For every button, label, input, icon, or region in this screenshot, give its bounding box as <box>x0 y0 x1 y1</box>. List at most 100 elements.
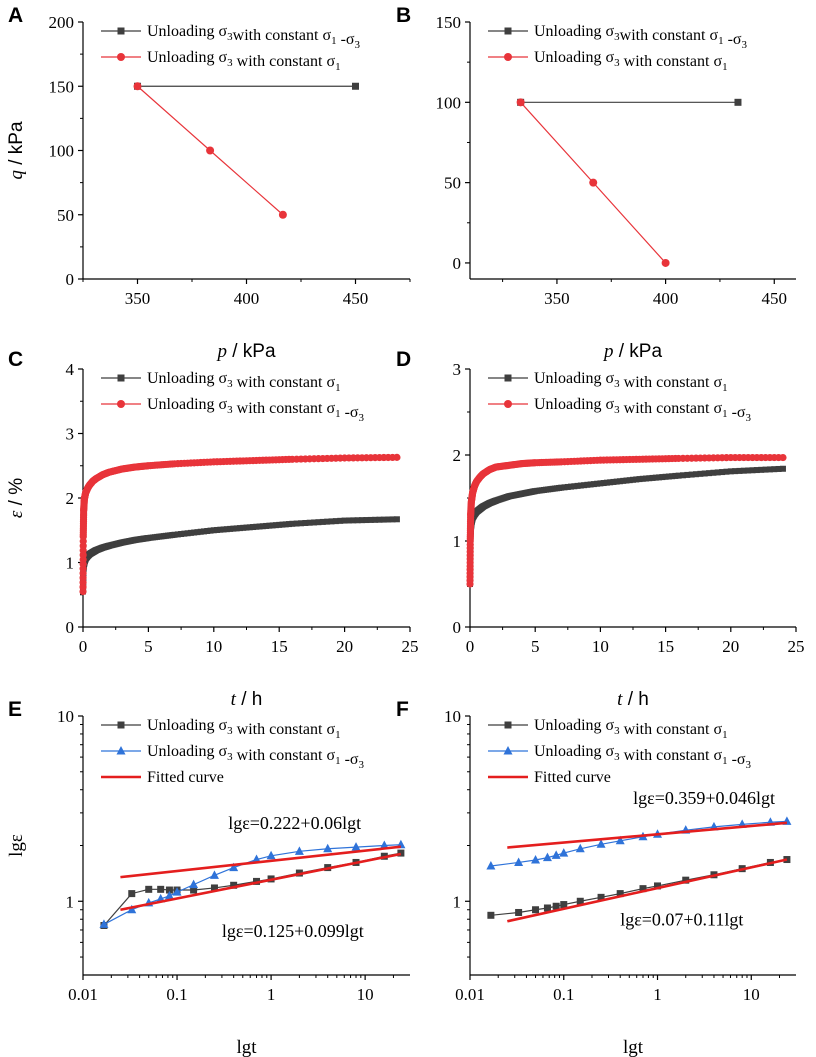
data-point <box>714 469 721 476</box>
data-point <box>174 531 181 538</box>
y-tick-label: 10 <box>444 707 461 726</box>
data-point <box>389 516 396 523</box>
y-tick-label: 0 <box>66 618 75 637</box>
y-axis-label: q / kPa <box>6 121 27 180</box>
x-tick-label: 0.01 <box>68 985 98 1004</box>
y-tick-label: 100 <box>49 142 75 161</box>
data-point <box>620 477 627 484</box>
y-axis-label: lgε <box>6 834 27 857</box>
y-tick-label: 150 <box>436 13 462 32</box>
legend-marker <box>117 374 125 382</box>
panel-e: E 0.01 0.1 1 10 1 10 lgt lgε Unloading σ3 with co… <box>6 698 410 1057</box>
data-point <box>679 472 686 479</box>
data-point <box>745 467 752 474</box>
legend-label: Unloading σ3 with constant σ1 <box>534 49 728 73</box>
data-point <box>354 517 361 524</box>
data-point <box>652 474 659 481</box>
y-tick-label: 0 <box>66 270 75 289</box>
panel-label: D <box>396 348 411 371</box>
x-tick-label: 0.1 <box>553 985 574 1004</box>
equation-annotation: lgε=0.125+0.099lgt <box>222 921 364 941</box>
legend-label: Unloading σ3with constant σ1 -σ3 <box>147 23 361 51</box>
data-point <box>630 476 636 483</box>
x-tick-label: 25 <box>788 637 805 656</box>
data-point <box>775 465 782 472</box>
y-tick-label: 4 <box>66 360 75 379</box>
x-tick-label: 1 <box>653 985 662 1004</box>
legend-marker <box>504 27 512 35</box>
series-2 <box>516 98 670 267</box>
data-point <box>589 178 598 187</box>
data-point <box>639 885 647 893</box>
data-point <box>684 471 691 478</box>
series-1 <box>134 82 359 90</box>
data-point <box>229 862 239 872</box>
data-point <box>178 531 185 538</box>
data-point <box>584 481 591 488</box>
legend-marker <box>504 400 512 408</box>
equation-annotation: lgε=0.359+0.046lgt <box>633 788 775 808</box>
data-point <box>230 525 237 532</box>
data-point <box>669 473 676 480</box>
data-point <box>607 479 614 486</box>
data-point <box>727 468 734 475</box>
x-axis-label: p / kPa <box>215 341 276 362</box>
data-point <box>187 529 194 536</box>
data-point <box>559 848 569 857</box>
legend-label: Fitted curve <box>534 769 611 786</box>
data-point <box>145 885 153 893</box>
panel-label: F <box>396 698 409 721</box>
x-tick-label: 0 <box>79 637 88 656</box>
equation-annotation: lgε=0.222+0.06lgt <box>228 813 361 833</box>
data-point <box>515 908 523 916</box>
data-point <box>127 904 137 914</box>
fitted-line <box>507 821 788 849</box>
panel-c: C 0 5 10 15 20 25 0 1 2 3 4 t / h ε / % Unloading σ3 w… <box>6 348 419 710</box>
x-tick-label: 400 <box>653 289 679 308</box>
data-point <box>516 98 525 107</box>
data-point <box>210 527 217 534</box>
x-tick-label: 15 <box>657 637 674 656</box>
data-point <box>289 520 296 527</box>
data-point <box>649 474 656 481</box>
data-point <box>278 210 287 219</box>
legend-marker <box>117 400 125 408</box>
x-tick-label: 0.01 <box>455 985 485 1004</box>
panel-a: A 350 400 450 0 50 100 150 200 p / kPa q / kPa Unlo… <box>6 4 411 362</box>
data-point <box>597 893 605 901</box>
x-tick-label: 400 <box>234 289 260 308</box>
data-point <box>393 516 400 523</box>
data-point <box>561 484 568 491</box>
x-tick-label: 350 <box>544 289 570 308</box>
legend: Unloading σ3with constant σ1 -σ3Unloadin… <box>101 23 361 73</box>
data-point <box>661 258 670 267</box>
data-point <box>486 861 496 870</box>
legend: Unloading σ3with constant σ1 -σ3Unloadin… <box>488 23 748 73</box>
data-point <box>600 480 607 487</box>
y-tick-label: 0 <box>453 618 462 637</box>
data-point <box>771 466 778 473</box>
data-point <box>359 517 366 524</box>
series-1 <box>80 516 400 595</box>
data-point <box>587 481 594 488</box>
data-point <box>564 483 571 490</box>
data-point <box>665 473 672 480</box>
series-3 <box>120 845 402 879</box>
data-point <box>204 528 211 535</box>
data-point <box>286 521 293 528</box>
data-point <box>616 890 624 898</box>
data-point <box>276 521 283 528</box>
data-point <box>236 525 243 532</box>
y-tick-label: 2 <box>453 446 462 465</box>
legend-marker <box>117 721 125 729</box>
data-point <box>779 465 786 472</box>
data-point <box>603 479 610 486</box>
legend-label: Unloading σ3 with constant σ1 <box>147 49 341 73</box>
data-point <box>543 904 551 912</box>
data-point <box>341 517 348 524</box>
data-point <box>164 890 174 900</box>
y-tick-label: 1 <box>453 532 462 551</box>
legend-label: Unloading σ3 with constant σ1 -σ3 <box>534 743 752 771</box>
legend-label: Unloading σ3 with constant σ1 <box>534 717 728 741</box>
